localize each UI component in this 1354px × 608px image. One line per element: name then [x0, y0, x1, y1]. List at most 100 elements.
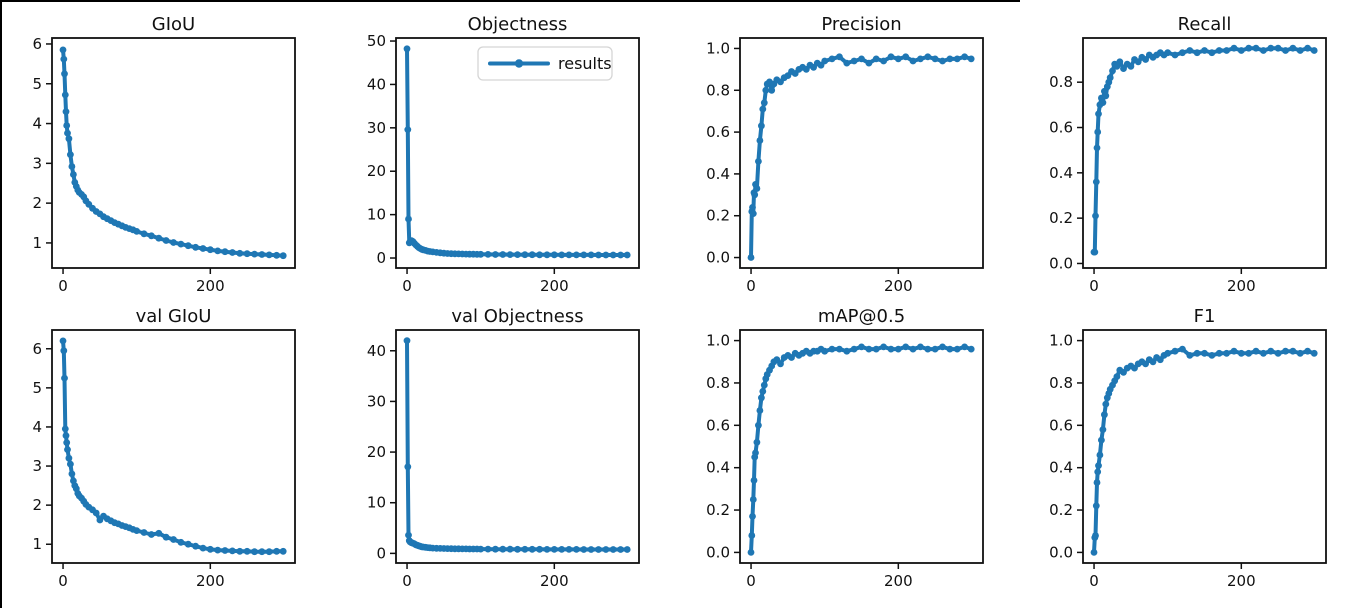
y-tick-label: 0.8	[706, 374, 730, 392]
data-point-marker	[1099, 99, 1107, 106]
data-point-marker	[1208, 49, 1216, 57]
results-curve-precision	[749, 54, 974, 260]
data-point-marker	[258, 548, 266, 556]
data-point-marker	[484, 545, 492, 553]
results-curve-f1	[1092, 347, 1317, 555]
y-tick-label: 0.2	[706, 501, 730, 519]
data-point-marker	[477, 250, 485, 258]
data-point-marker	[1296, 349, 1304, 357]
data-point-marker	[756, 407, 764, 414]
data-point-marker	[580, 546, 588, 553]
data-point-marker	[61, 70, 68, 78]
data-point-marker	[192, 243, 200, 251]
data-point-marker	[967, 55, 975, 63]
data-point-marker	[1120, 65, 1127, 72]
data-point-marker	[1106, 74, 1114, 82]
data-point-marker	[961, 53, 968, 61]
data-point-marker	[759, 388, 767, 395]
data-point-marker	[170, 239, 177, 246]
data-point-marker	[63, 439, 71, 446]
data-point-marker	[1215, 47, 1223, 54]
data-point-marker	[758, 394, 765, 402]
panel-title-f1: F1	[1194, 306, 1216, 327]
y-tick-label: 0.0	[1049, 254, 1073, 272]
data-point-marker	[880, 343, 887, 351]
data-point-marker	[961, 343, 968, 351]
data-point-marker	[60, 347, 68, 355]
data-point-marker	[1282, 47, 1289, 54]
y-tick-label: 0.6	[1049, 119, 1073, 137]
data-point-marker	[155, 234, 163, 242]
data-point-marker	[61, 374, 68, 382]
data-point-marker	[229, 547, 236, 555]
data-point-marker	[1095, 110, 1102, 118]
data-point-marker	[170, 536, 177, 543]
axes-frame	[1082, 37, 1327, 269]
data-point-marker	[777, 360, 784, 368]
data-point-marker	[405, 531, 412, 539]
data-point-marker	[894, 345, 902, 353]
y-tick-label: 4	[32, 418, 42, 436]
subplot-objectness: Objectness 0 10 20 30 40 50 0 200 results	[367, 14, 640, 295]
data-point-marker	[251, 250, 258, 258]
panel-title-val-giou: val GIoU	[136, 306, 212, 327]
data-point-marker	[750, 477, 758, 484]
data-point-marker	[162, 237, 170, 244]
data-point-marker	[836, 53, 843, 61]
y-tick-label: 0.0	[706, 249, 730, 267]
x-tick-label: 200	[196, 572, 225, 590]
data-point-marker	[199, 544, 207, 552]
data-point-marker	[602, 251, 610, 259]
data-point-marker	[64, 129, 71, 137]
data-point-marker	[68, 470, 76, 478]
data-point-marker	[587, 546, 595, 553]
data-point-marker	[404, 126, 412, 133]
y-tick-label: 0.8	[1049, 73, 1073, 91]
data-point-marker	[1171, 51, 1179, 59]
data-point-marker	[931, 345, 939, 353]
x-tick-label: 200	[884, 277, 913, 295]
data-point-marker	[64, 446, 71, 453]
data-point-marker	[492, 545, 499, 553]
y-tick-label: 0	[376, 249, 386, 267]
data-point-marker	[1304, 347, 1311, 355]
data-point-marker	[59, 337, 67, 345]
data-point-marker	[850, 57, 858, 65]
y-tick-label: 5	[32, 379, 42, 397]
y-tick-label: 0.4	[706, 165, 730, 183]
axes-frame	[51, 37, 296, 269]
data-point-marker	[403, 45, 411, 53]
x-tick-label: 200	[540, 277, 569, 295]
data-point-marker	[865, 345, 873, 353]
data-point-marker	[836, 345, 843, 353]
data-point-marker	[759, 105, 767, 113]
data-point-marker	[931, 55, 939, 63]
data-point-marker	[1092, 532, 1099, 539]
data-point-marker	[755, 421, 762, 429]
data-point-marker	[749, 513, 756, 520]
data-point-marker	[177, 538, 185, 546]
data-point-marker	[902, 343, 910, 351]
data-point-marker	[872, 55, 880, 63]
y-tick-label: 2	[32, 194, 42, 212]
data-point-marker	[521, 545, 529, 553]
data-point-marker	[1102, 92, 1110, 100]
data-point-marker	[273, 251, 280, 259]
data-point-marker	[1245, 349, 1253, 357]
data-point-marker	[755, 158, 762, 165]
data-point-marker	[214, 546, 222, 554]
data-point-marker	[155, 529, 163, 537]
data-point-marker	[1230, 347, 1238, 355]
subplot-precision: Precision 0.0 0.2 0.4 0.6 0.8 1.0 0 200	[706, 14, 984, 295]
y-tick-label: 0.6	[1049, 416, 1073, 434]
screenshot-border-top	[0, 0, 1020, 2]
subplot-f1: F1 0.0 0.2 0.4 0.6 0.8 1.0 0 200	[1049, 306, 1327, 590]
data-point-marker	[909, 57, 917, 65]
y-tick-label: 2	[32, 496, 42, 514]
data-point-marker	[1193, 49, 1201, 57]
y-tick-label: 0.4	[1049, 164, 1073, 182]
data-point-marker	[1245, 44, 1253, 52]
data-point-marker	[550, 251, 558, 259]
data-point-marker	[1230, 44, 1238, 52]
